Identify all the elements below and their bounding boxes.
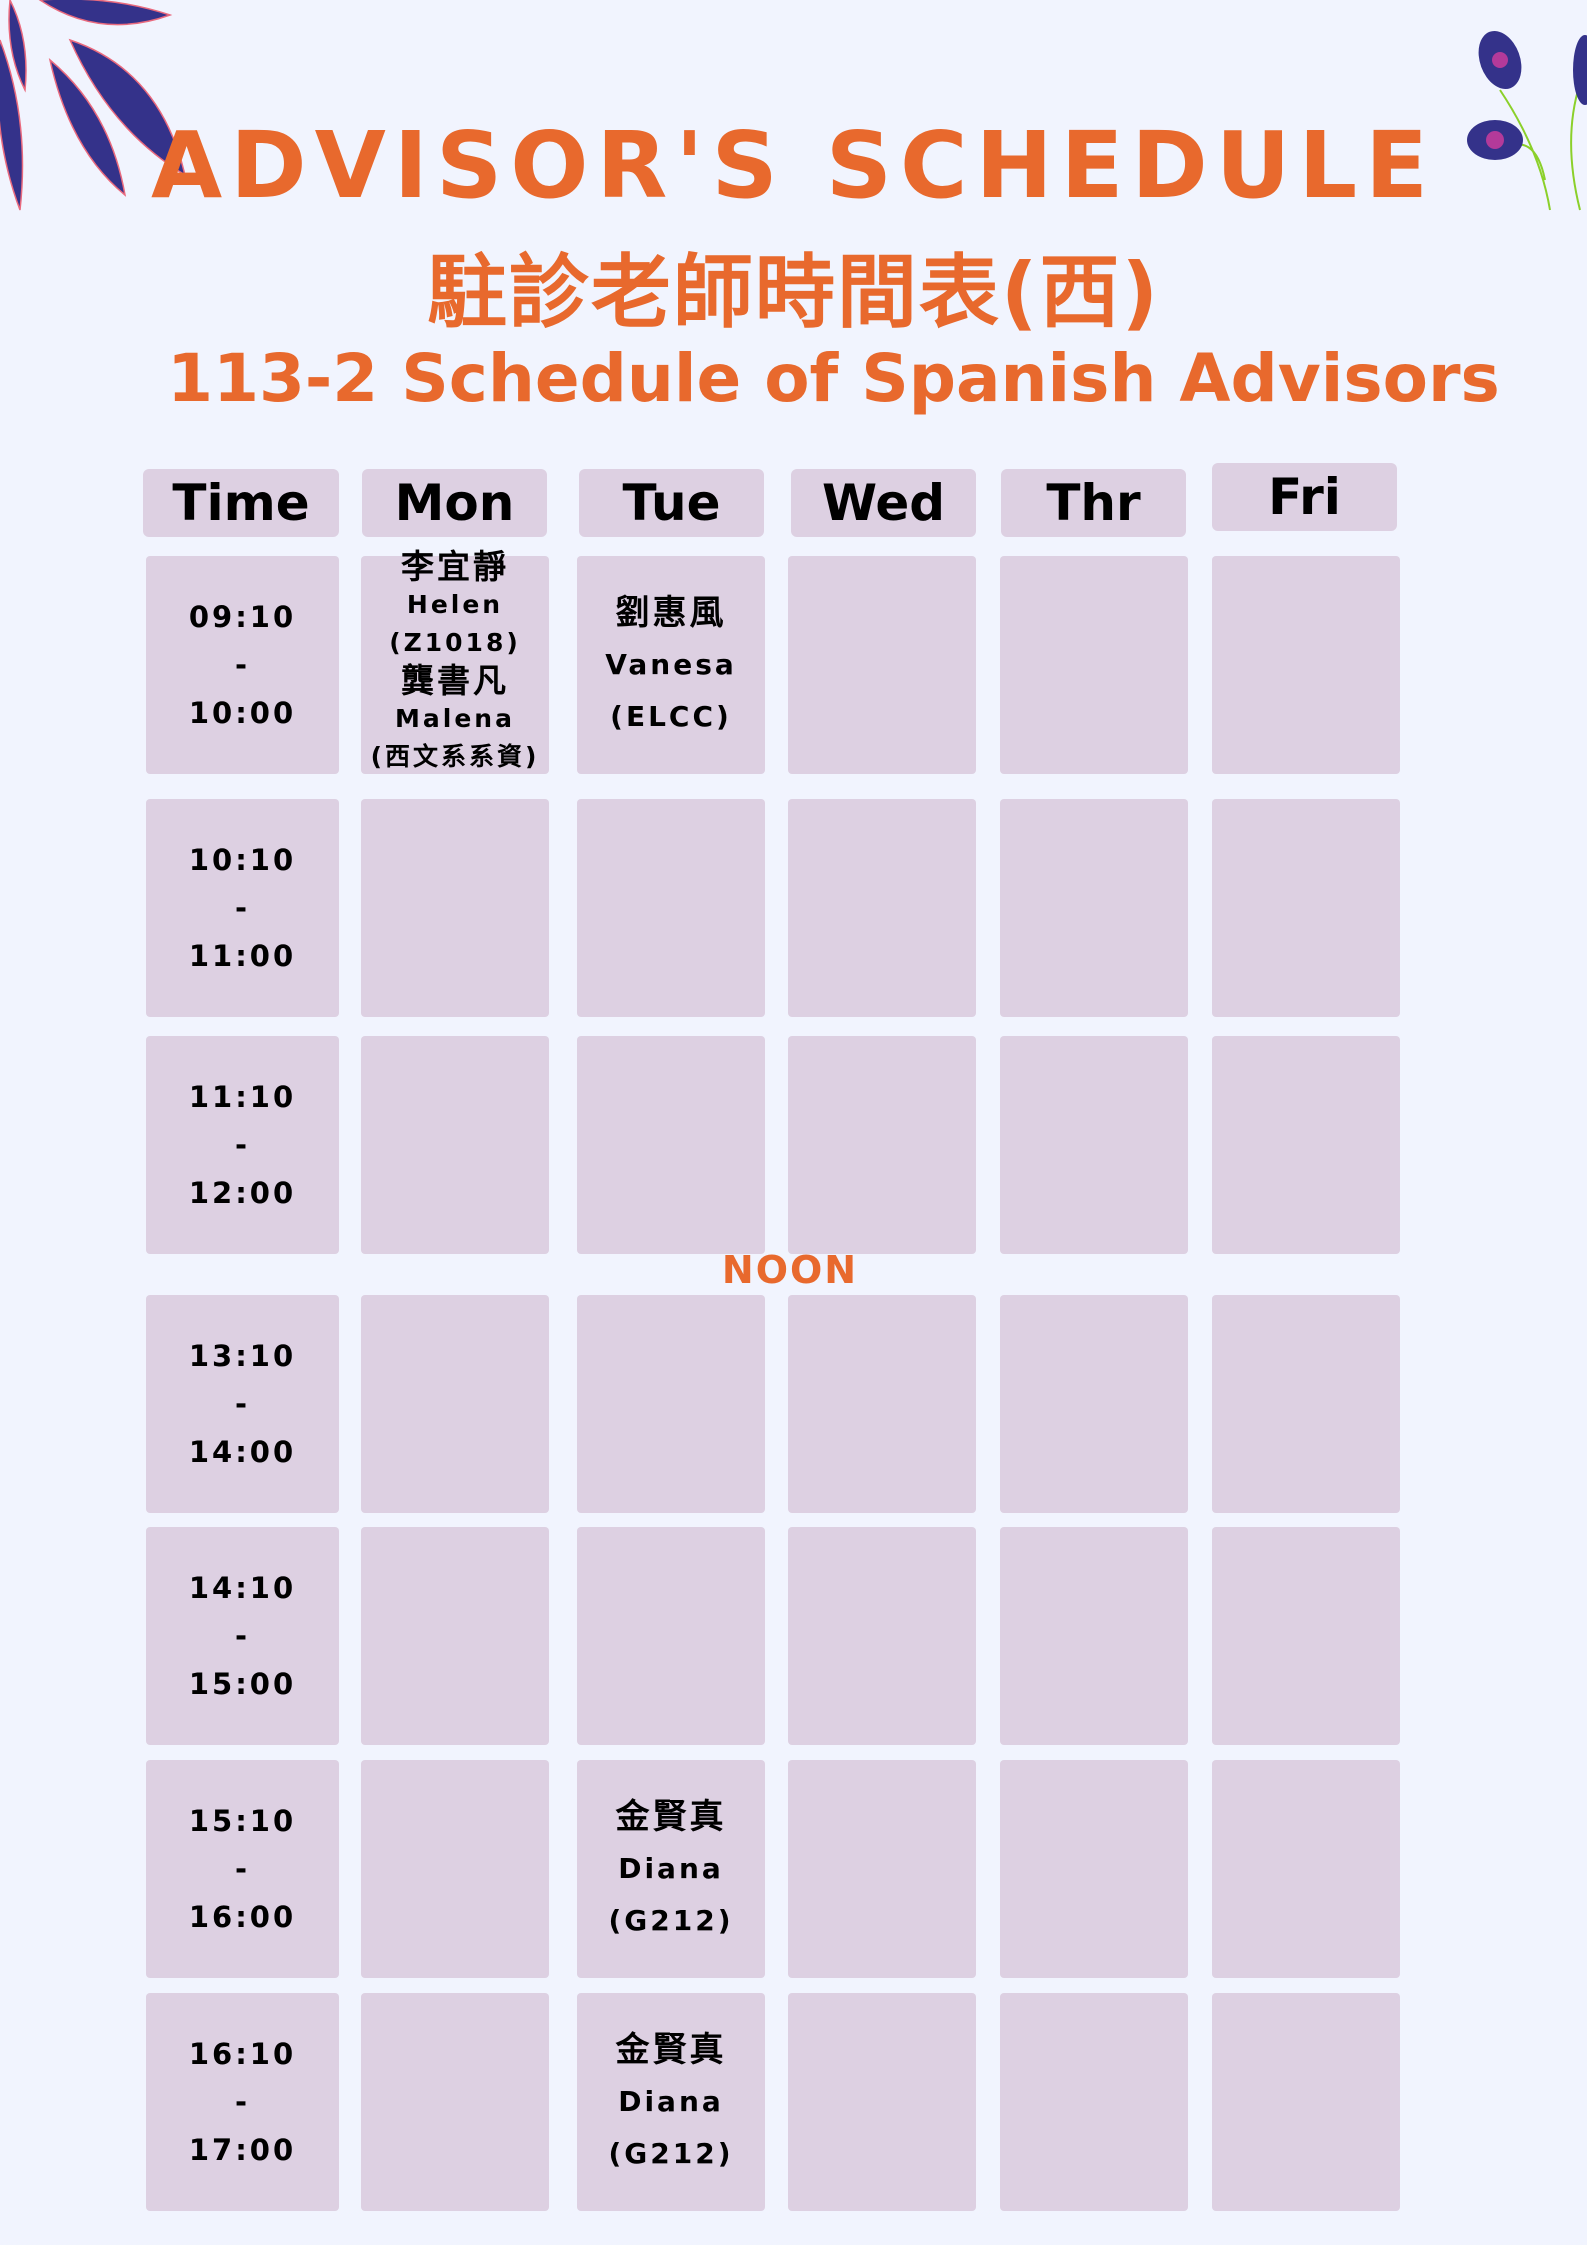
time-start: 11:10 <box>188 1080 297 1114</box>
advisor-name-en: Diana <box>618 1852 724 1885</box>
time-start: 15:10 <box>188 1804 297 1838</box>
time-start: 09:10 <box>188 600 297 634</box>
time-end: 12:00 <box>188 1176 297 1210</box>
schedule-cell-tue: 劉惠風 Vanesa (ELCC) <box>577 556 765 774</box>
title-english: ADVISOR'S SCHEDULE <box>151 112 1436 219</box>
time-slot: 16:10 - 17:00 <box>146 1993 339 2211</box>
time-end: 15:00 <box>188 1667 297 1701</box>
schedule-cell-wed <box>788 1036 976 1254</box>
leaf-decoration-left <box>0 0 187 211</box>
schedule-cell-thr <box>1000 799 1188 1017</box>
schedule-cell-mon: 李宜靜 Helen (Z1018) 龔書凡 Malena (西文系系資) <box>361 548 549 798</box>
title-chinese: 駐診老師時間表(西) <box>426 246 1161 339</box>
time-start: 16:10 <box>188 2037 297 2071</box>
schedule-cell-wed <box>788 1295 976 1513</box>
advisor-name-en: Helen <box>406 590 504 619</box>
time-slot: 15:10 - 16:00 <box>146 1760 339 1978</box>
time-slot: 14:10 - 15:00 <box>146 1527 339 1745</box>
time-slot: 11:10 - 12:00 <box>146 1036 339 1254</box>
schedule-cell-fri <box>1212 556 1400 774</box>
schedule-cell-wed <box>788 556 976 774</box>
advisor-room: (G212) <box>608 2137 734 2170</box>
schedule-cell-fri <box>1212 1036 1400 1254</box>
advisor-name2-zh: 龔書凡 <box>401 661 509 700</box>
time-end: 17:00 <box>188 2133 297 2167</box>
time-end: 16:00 <box>188 1900 297 1934</box>
column-header-tue: Tue <box>579 469 764 537</box>
schedule-cell-mon <box>361 1527 549 1745</box>
schedule-cell-wed <box>788 1993 976 2211</box>
schedule-cell-mon <box>361 1993 549 2211</box>
schedule-cell-tue <box>577 1295 765 1513</box>
time-start: 13:10 <box>188 1339 297 1373</box>
advisor-room2: (西文系系資) <box>370 742 540 771</box>
advisor-name-en: Diana <box>618 2085 724 2118</box>
schedule-cell-mon <box>361 1036 549 1254</box>
schedule-cell-wed <box>788 799 976 1017</box>
time-start: 10:10 <box>188 843 297 877</box>
advisor-name-en: Vanesa <box>605 648 737 681</box>
schedule-cell-mon <box>361 1760 549 1978</box>
column-header-time: Time <box>143 469 339 537</box>
advisor-room: (ELCC) <box>610 700 732 733</box>
time-slot: 09:10 - 10:00 <box>146 556 339 774</box>
schedule-cell-thr <box>1000 1527 1188 1745</box>
schedule-cell-tue <box>577 799 765 1017</box>
schedule-cell-fri <box>1212 799 1400 1017</box>
time-dash: - <box>234 1852 251 1886</box>
time-end: 10:00 <box>188 696 297 730</box>
subtitle: 113-2 Schedule of Spanish Advisors <box>167 340 1500 417</box>
time-slot: 13:10 - 14:00 <box>146 1295 339 1513</box>
advisor-name2-en: Malena <box>395 704 515 733</box>
advisor-name-zh: 金賢真 <box>615 2030 727 2070</box>
column-header-thr: Thr <box>1001 469 1186 537</box>
advisor-room: (Z1018) <box>389 628 521 657</box>
advisor-name-zh: 李宜靜 <box>401 547 509 586</box>
schedule-cell-thr <box>1000 1036 1188 1254</box>
schedule-cell-fri <box>1212 1295 1400 1513</box>
advisor-room: (G212) <box>608 1904 734 1937</box>
schedule-cell-mon <box>361 1295 549 1513</box>
schedule-cell-tue: 金賢真 Diana (G212) <box>577 1993 765 2211</box>
time-dash: - <box>234 1387 251 1421</box>
schedule-cell-fri <box>1212 1993 1400 2211</box>
schedule-cell-thr <box>1000 1760 1188 1978</box>
schedule-cell-fri <box>1212 1527 1400 1745</box>
schedule-cell-wed <box>788 1760 976 1978</box>
schedule-cell-thr <box>1000 556 1188 774</box>
column-header-fri: Fri <box>1212 463 1397 531</box>
column-header-mon: Mon <box>362 469 547 537</box>
schedule-cell-tue <box>577 1036 765 1254</box>
schedule-cell-mon <box>361 799 549 1017</box>
column-header-wed: Wed <box>791 469 976 537</box>
schedule-cell-tue: 金賢真 Diana (G212) <box>577 1760 765 1978</box>
time-end: 14:00 <box>188 1435 297 1469</box>
schedule-cell-background <box>361 556 549 774</box>
time-dash: - <box>234 2085 251 2119</box>
advisor-name-zh: 金賢真 <box>615 1797 727 1837</box>
leaf-decoration-right <box>1467 30 1587 211</box>
schedule-cell-tue <box>577 1527 765 1745</box>
time-slot: 10:10 - 11:00 <box>146 799 339 1017</box>
noon-label: NOON <box>721 1248 859 1292</box>
schedule-cell-wed <box>788 1527 976 1745</box>
schedule-cell-thr <box>1000 1993 1188 2211</box>
time-start: 14:10 <box>188 1571 297 1605</box>
time-dash: - <box>234 648 251 682</box>
time-dash: - <box>234 1128 251 1162</box>
time-end: 11:00 <box>188 939 297 973</box>
schedule-cell-thr <box>1000 1295 1188 1513</box>
time-dash: - <box>234 1619 251 1653</box>
advisor-name-zh: 劉惠風 <box>615 593 727 633</box>
schedule-cell-fri <box>1212 1760 1400 1978</box>
time-dash: - <box>234 891 251 925</box>
